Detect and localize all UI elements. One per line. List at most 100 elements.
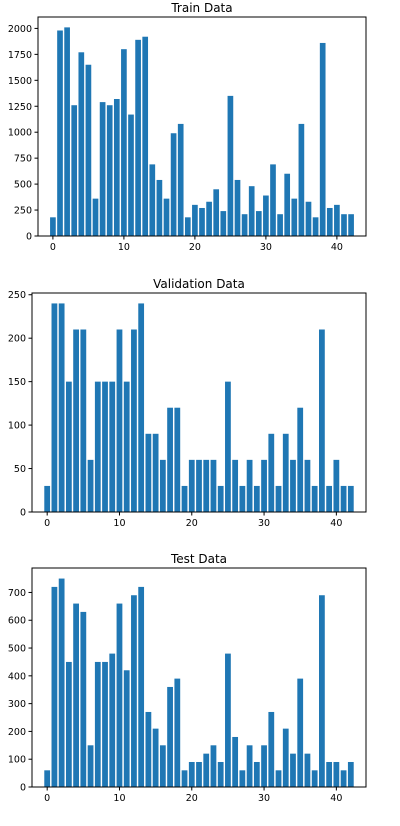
train-data-bar-37: [313, 217, 319, 236]
train-data-bar-21: [199, 208, 205, 236]
train-data-y-tick-label-250: 250: [14, 206, 32, 217]
test-data-bar-41: [341, 770, 347, 787]
test-data-bar-3: [66, 662, 72, 787]
train-data-bar-20: [192, 205, 198, 236]
test-data-x-tick-label-40: 40: [330, 793, 342, 804]
train-data-bar-10: [121, 49, 127, 236]
train-data-bar-40: [334, 205, 340, 236]
validation-data-bar-21: [196, 460, 202, 512]
validation-data-bar-42: [348, 486, 354, 512]
validation-data-bar-12: [131, 330, 137, 513]
train-data-bar-5: [86, 65, 92, 236]
test-data-bar-23: [211, 745, 217, 787]
validation-data-bar-29: [254, 486, 260, 512]
train-data-y-tick-label-1250: 1250: [8, 102, 32, 113]
train-data-title: Train Data: [170, 1, 232, 15]
train-data-bar-38: [320, 43, 326, 236]
test-data-bar-16: [160, 745, 166, 787]
train-data-bar-6: [93, 199, 99, 236]
train-data-bar-19: [185, 217, 191, 236]
validation-data-bar-37: [312, 486, 318, 512]
train-data-y-tick-label-1750: 1750: [8, 50, 32, 61]
validation-data-bar-10: [117, 330, 123, 513]
test-data-bar-15: [153, 729, 159, 787]
validation-data-bar-20: [189, 460, 195, 512]
test-data-y-tick-label-300: 300: [8, 699, 26, 710]
test-data-x-tick-label-30: 30: [258, 793, 270, 804]
validation-data-x-tick-label-30: 30: [258, 518, 270, 529]
validation-data-bar-36: [305, 460, 311, 512]
test-data-bar-38: [319, 595, 325, 787]
validation-data-x-tick-label-10: 10: [113, 518, 125, 529]
test-data-bar-14: [146, 712, 152, 787]
train-data-bar-14: [149, 164, 155, 236]
train-data-bar-32: [277, 214, 283, 236]
validation-data-bar-13: [138, 303, 144, 512]
validation-data-bar-39: [326, 486, 332, 512]
test-data-bar-34: [290, 754, 296, 787]
train-data-bar-13: [142, 37, 148, 236]
train-data-x-tick-label-10: 10: [118, 242, 130, 253]
test-data-bar-24: [218, 762, 224, 787]
validation-data-bar-1: [52, 303, 58, 512]
validation-data-bar-30: [261, 460, 267, 512]
train-data-bar-3: [71, 105, 77, 236]
validation-data-bar-22: [203, 460, 209, 512]
test-data-bar-7: [95, 662, 101, 787]
test-data-bar-12: [131, 595, 137, 787]
validation-data-bar-38: [319, 330, 325, 513]
test-data-bar-32: [276, 770, 282, 787]
validation-data-bar-18: [174, 408, 180, 512]
validation-data-bar-23: [211, 460, 217, 512]
validation-data-bar-31: [268, 434, 274, 512]
test-data-bar-30: [261, 745, 267, 787]
train-data-x-tick-label-30: 30: [260, 242, 272, 253]
train-data-bar-34: [291, 199, 297, 236]
train-data-bar-8: [107, 105, 113, 236]
validation-data-bar-34: [290, 460, 296, 512]
validation-data-bar-7: [95, 382, 101, 512]
validation-data-bar-4: [73, 330, 79, 513]
test-data-x-tick-label-10: 10: [113, 793, 125, 804]
test-data-bar-39: [326, 762, 332, 787]
test-data-y-tick-label-100: 100: [8, 755, 26, 766]
validation-data-x-tick-label-0: 0: [44, 518, 50, 529]
validation-data-bar-33: [283, 434, 289, 512]
validation-data-bar-41: [341, 486, 347, 512]
test-data-x-tick-label-20: 20: [186, 793, 198, 804]
test-data-y-tick-label-500: 500: [8, 644, 26, 655]
test-data-bar-37: [312, 770, 318, 787]
test-data-bar-35: [297, 679, 303, 787]
train-data-bar-9: [114, 99, 120, 236]
test-data-bar-29: [254, 762, 260, 787]
test-data-bar-19: [182, 770, 188, 787]
train-data-bar-24: [220, 211, 226, 236]
validation-data-bar-16: [160, 460, 166, 512]
validation-data-bar-25: [225, 382, 231, 512]
validation-data-x-tick-label-20: 20: [186, 518, 198, 529]
test-data-bar-8: [102, 662, 108, 787]
train-data-bar-28: [249, 186, 255, 236]
test-data-bar-9: [109, 654, 115, 787]
validation-data-bar-15: [153, 434, 159, 512]
train-data-bar-1: [57, 30, 63, 236]
test-data-bar-17: [167, 687, 173, 787]
train-data-bar-36: [306, 202, 312, 236]
validation-data-bar-9: [109, 382, 115, 512]
validation-data-y-tick-label-250: 250: [8, 290, 26, 301]
train-data-y-tick-label-500: 500: [14, 180, 32, 191]
validation-data-bar-19: [182, 486, 188, 512]
test-data-bar-10: [117, 604, 123, 787]
validation-data-bar-8: [102, 382, 108, 512]
validation-data-y-tick-label-200: 200: [8, 334, 26, 345]
train-data-y-tick-label-1500: 1500: [8, 76, 32, 87]
train-data-bar-4: [78, 52, 84, 236]
validation-data-chart: Validation Data0 10 20 30 40050100150200250: [8, 277, 366, 529]
test-data-bar-13: [138, 587, 144, 787]
validation-data-bar-14: [146, 434, 152, 512]
train-data-x-tick-label-20: 20: [189, 242, 201, 253]
train-data-chart: Train Data 0 10 20 30 40 0 250 500 750 1000 1250 150…: [8, 1, 366, 253]
train-data-bar-27: [242, 214, 248, 236]
validation-data-bar-40: [333, 460, 339, 512]
